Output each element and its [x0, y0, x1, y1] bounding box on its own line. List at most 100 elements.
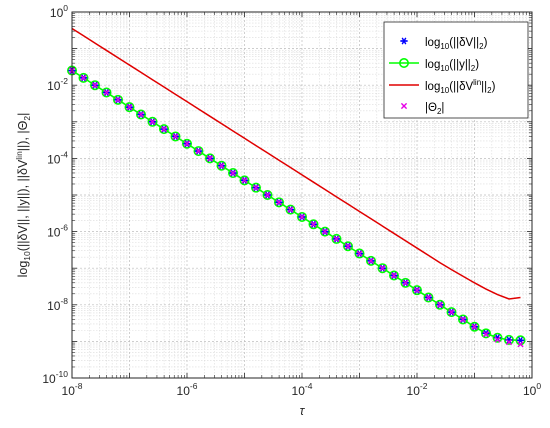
legend-marker-theta — [400, 102, 408, 110]
series-y-point — [365, 255, 376, 266]
cross-stroke — [149, 118, 156, 125]
series-y-point — [182, 138, 193, 149]
series-theta — [68, 67, 524, 348]
series-theta-point — [137, 111, 145, 118]
series-y-point — [457, 314, 468, 325]
series-y-point — [159, 124, 170, 135]
series-theta-point — [126, 104, 133, 111]
cross-stroke — [400, 102, 408, 110]
cross-stroke — [183, 140, 191, 147]
cross-stroke — [402, 279, 409, 286]
x-tick-label: 10-2 — [407, 381, 428, 398]
series-theta-point — [183, 140, 191, 147]
cross-stroke — [310, 221, 317, 228]
cross-stroke — [126, 104, 133, 111]
series-y-point — [113, 94, 124, 105]
series-y-point — [388, 270, 399, 281]
cross-stroke — [356, 250, 363, 257]
series-theta-point — [321, 228, 329, 235]
series-theta-point — [494, 336, 501, 343]
legend-label-dVlin: log10(||δVlin||2) — [425, 78, 496, 95]
series-theta-point — [80, 74, 87, 81]
y-tick-labels: 10-10 10-8 10-6 10-4 10-2 100 — [42, 3, 68, 386]
series-theta-point — [505, 339, 513, 346]
legend-entry-theta: |Θ2| — [400, 102, 444, 116]
series-y-point — [90, 80, 101, 91]
cross-stroke — [229, 169, 237, 177]
x-tick-label: 10-4 — [292, 381, 313, 398]
series-theta-point — [517, 341, 524, 348]
series-theta-point — [356, 250, 363, 257]
series-theta-point — [287, 206, 294, 213]
series-theta-point — [252, 184, 260, 191]
series-theta-point — [229, 169, 237, 177]
series-y-point — [193, 146, 204, 157]
x-tick-label: 10-6 — [177, 381, 198, 398]
cross-stroke — [505, 339, 513, 346]
series-y — [67, 65, 526, 346]
series-y-point — [147, 116, 158, 127]
series-theta-point — [91, 82, 99, 89]
series-y-point — [480, 328, 491, 339]
series-y-point — [319, 226, 330, 237]
series-theta-point — [333, 235, 340, 243]
series-y-point — [262, 190, 273, 201]
series-y-point — [285, 204, 296, 215]
series-theta-point — [344, 243, 352, 250]
series-theta-point — [310, 221, 317, 228]
series-y-point — [342, 241, 353, 252]
legend-entry-dVlin: log10(||δVlin||2) — [389, 78, 496, 95]
legend-entry-y: log10(||y||2) — [389, 57, 479, 73]
series-y-point — [469, 321, 480, 332]
cross-stroke — [195, 147, 202, 155]
series-line-y — [71, 69, 521, 342]
series-dVlin — [71, 27, 521, 300]
series-y-point — [273, 197, 284, 208]
series-y-point — [308, 219, 319, 230]
cross-stroke — [91, 82, 99, 89]
series-y-point — [239, 175, 250, 186]
legend-marker-dV — [400, 37, 408, 45]
series-y-point — [423, 292, 434, 303]
cross-stroke — [103, 89, 110, 96]
legend-circle — [398, 57, 409, 68]
series-y-point — [331, 233, 342, 244]
series-y-point — [411, 285, 422, 296]
cross-stroke — [80, 74, 87, 81]
y-tick-label: 10-2 — [47, 76, 68, 93]
series-theta-point — [275, 199, 283, 206]
series-theta-point — [241, 177, 248, 184]
series-y-point — [101, 87, 112, 98]
cross-stroke — [137, 111, 145, 118]
cross-stroke — [252, 184, 260, 191]
series-y-point — [124, 102, 135, 113]
series-theta-point — [264, 191, 271, 199]
cross-stroke — [413, 287, 421, 294]
y-tick-label: 10-6 — [47, 223, 68, 240]
series-y-point — [354, 248, 365, 259]
x-tick-label: 10-8 — [62, 381, 83, 398]
series-theta-point — [298, 213, 306, 221]
legend-label-theta: |Θ2| — [425, 102, 444, 116]
cross-stroke — [425, 294, 432, 301]
legend-marker-y — [389, 57, 419, 68]
x-axis-label: τ — [300, 404, 306, 418]
series-y-point — [170, 131, 181, 142]
series-theta-point — [436, 301, 444, 308]
cross-stroke — [333, 235, 340, 243]
series-layer — [67, 27, 526, 348]
cross-stroke — [160, 126, 168, 133]
series-y-point — [251, 182, 262, 193]
y-axis-label: log10(||δV||, ||y||), ||δVlin||), |Θ2| — [14, 113, 32, 278]
y-tick-label: 10-8 — [47, 296, 68, 313]
cross-stroke — [517, 341, 524, 348]
y-tick-label: 10-10 — [42, 369, 68, 386]
cross-stroke — [344, 243, 352, 250]
series-y-point — [205, 153, 216, 164]
cross-stroke — [390, 272, 398, 279]
cross-stroke — [459, 316, 467, 323]
series-theta-point — [379, 265, 386, 272]
series-y-point — [136, 109, 147, 120]
legend-box — [383, 21, 529, 119]
series-theta-point — [390, 272, 398, 279]
